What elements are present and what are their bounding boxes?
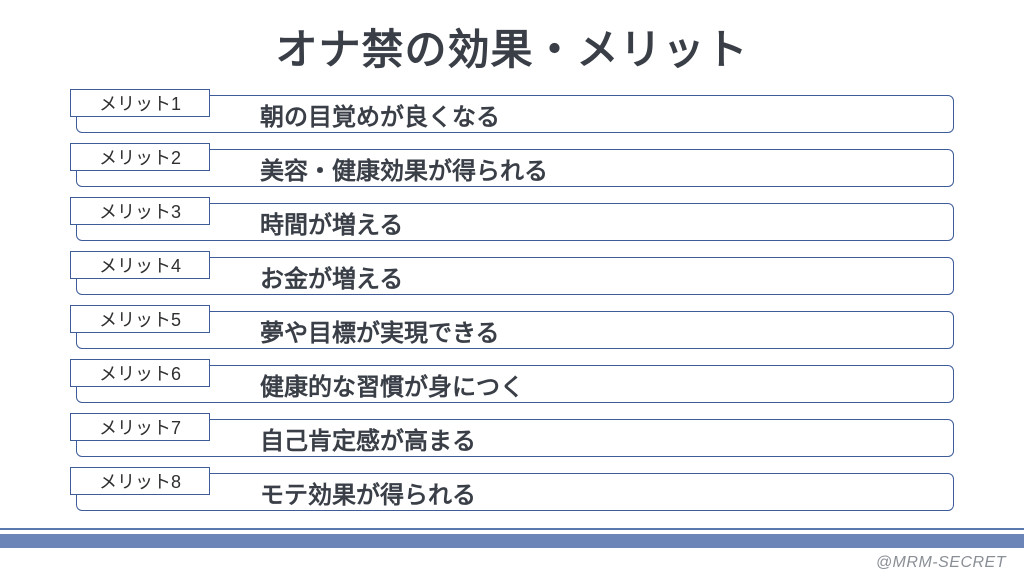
- merit-label: メリット2: [70, 143, 210, 171]
- merit-text: モテ効果が得られる: [260, 473, 476, 511]
- merit-text: 美容・健康効果が得られる: [260, 149, 548, 187]
- merit-label: メリット1: [70, 89, 210, 117]
- merit-text: 自己肯定感が高まる: [260, 419, 476, 457]
- list-item: メリット7 自己肯定感が高まる: [70, 413, 954, 457]
- merit-label: メリット8: [70, 467, 210, 495]
- merit-text: お金が増える: [260, 257, 403, 295]
- merit-text: 時間が増える: [260, 203, 403, 241]
- list-item: メリット8 モテ効果が得られる: [70, 467, 954, 511]
- merit-text: 健康的な習慣が身につく: [260, 365, 524, 403]
- list-item: メリット6 健康的な習慣が身につく: [70, 359, 954, 403]
- slide-title: オナ禁の効果・メリット: [0, 0, 1024, 89]
- merit-label: メリット6: [70, 359, 210, 387]
- merit-label: メリット7: [70, 413, 210, 441]
- merit-label: メリット3: [70, 197, 210, 225]
- footer-divider: [0, 528, 1024, 548]
- merit-text: 夢や目標が実現できる: [260, 311, 500, 349]
- divider-thin: [0, 528, 1024, 530]
- merit-label: メリット4: [70, 251, 210, 279]
- watermark: @MRM-SECRET: [876, 554, 1006, 572]
- merit-label: メリット5: [70, 305, 210, 333]
- list-item: メリット4 お金が増える: [70, 251, 954, 295]
- list-item: メリット3 時間が増える: [70, 197, 954, 241]
- list-item: メリット1 朝の目覚めが良くなる: [70, 89, 954, 133]
- divider-thick: [0, 534, 1024, 548]
- merit-text: 朝の目覚めが良くなる: [260, 95, 500, 133]
- list-item: メリット2 美容・健康効果が得られる: [70, 143, 954, 187]
- merit-list: メリット1 朝の目覚めが良くなる メリット2 美容・健康効果が得られる メリット…: [0, 89, 1024, 511]
- list-item: メリット5 夢や目標が実現できる: [70, 305, 954, 349]
